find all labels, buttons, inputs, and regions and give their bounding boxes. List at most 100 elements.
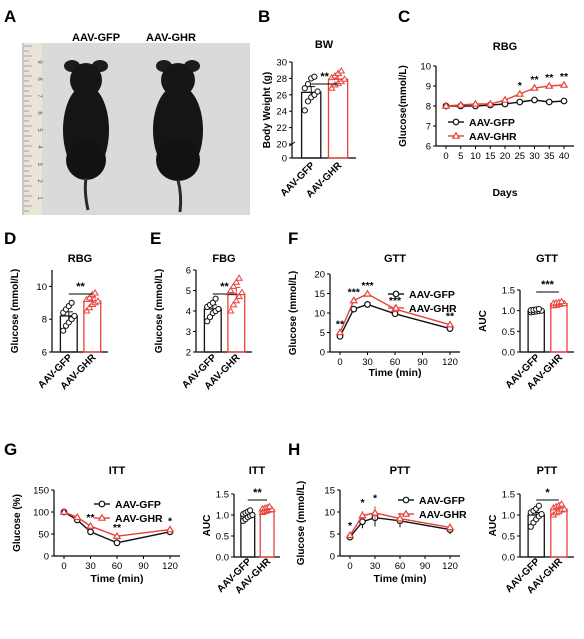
y-tick-label: 3 xyxy=(186,327,191,338)
x-tick-label: 30 xyxy=(370,561,381,572)
mouse-ghr-hip xyxy=(156,139,200,181)
series-point xyxy=(72,512,82,521)
series-point xyxy=(560,97,568,105)
y-axis-label: Glucose(mmol/L) xyxy=(398,65,409,147)
series-point xyxy=(471,99,480,107)
y-tick-label: 8 xyxy=(42,315,47,326)
data-point xyxy=(327,84,336,91)
y-tick-label: 6 xyxy=(42,348,47,359)
x-tick-label: 120 xyxy=(162,561,178,572)
x-tick-label: 5 xyxy=(458,151,463,162)
series-point xyxy=(441,101,451,109)
y-axis-label: Glucose (mmol/L) xyxy=(296,481,307,565)
data-point xyxy=(557,500,566,507)
panel-letter-e: E xyxy=(150,229,161,248)
x-tick-label: 60 xyxy=(395,561,406,572)
y-tick-label: 15 xyxy=(314,289,325,300)
ruler-number: 8 xyxy=(36,77,42,81)
chart-title: RBG xyxy=(493,41,517,53)
legend-marker xyxy=(402,496,410,504)
chart-title: PTT xyxy=(390,465,411,477)
significance-label: * xyxy=(518,80,523,92)
y-tick-label: 10 xyxy=(324,508,335,519)
legend-label: AAV-GFP xyxy=(419,495,465,507)
data-point xyxy=(226,307,235,314)
y-tick-label: 4 xyxy=(186,307,191,318)
series-point xyxy=(445,523,455,531)
x-tick-label: 30 xyxy=(362,357,373,368)
data-point xyxy=(229,282,238,289)
series-point xyxy=(545,98,553,106)
x-tick-label: 20 xyxy=(500,151,511,162)
x-tick-label: 30 xyxy=(85,561,96,572)
x-tick-label: 0 xyxy=(337,357,342,368)
y-tick-label: 15 xyxy=(324,486,335,497)
x-axis-label: Time (min) xyxy=(374,573,427,585)
x-tick-label: 90 xyxy=(417,357,428,368)
legend-label: AAV-GFP xyxy=(469,117,515,129)
significance-label: ** xyxy=(545,72,554,84)
data-point xyxy=(340,75,349,82)
data-point xyxy=(215,305,222,313)
y-tick-label: 5 xyxy=(186,286,191,297)
x-axis-label: Days xyxy=(492,187,517,199)
x-tick-label: 0 xyxy=(443,151,448,162)
y-axis-label: Glucose (mmol/L) xyxy=(10,269,21,353)
x-tick-label: 30 xyxy=(529,151,540,162)
y-tick-label: 5 xyxy=(320,328,325,339)
legend-marker xyxy=(392,290,400,298)
y-axis-label: Glucose (mmol/L) xyxy=(288,271,299,355)
significance-label: * xyxy=(373,492,378,504)
ruler-number: 1 xyxy=(36,196,42,200)
chart-title: RBG xyxy=(68,253,92,265)
x-tick-label: 25 xyxy=(514,151,525,162)
data-point xyxy=(232,296,241,304)
legend-marker xyxy=(452,118,460,126)
data-point xyxy=(304,81,312,88)
legend-label: AAV-GHR xyxy=(469,131,517,143)
legend-label: AAV-GFP xyxy=(115,499,161,511)
significance-label: ** xyxy=(560,71,569,83)
panel-letter-h: H xyxy=(288,440,300,459)
series-point xyxy=(364,301,371,308)
y-tick-label: 28 xyxy=(276,74,287,85)
photo-label-gfp: AAV-GFP xyxy=(72,32,120,44)
data-point xyxy=(314,88,321,95)
y-axis-label: AUC xyxy=(488,515,499,537)
data-point xyxy=(301,85,308,92)
ruler-number: 7 xyxy=(36,94,42,98)
data-point xyxy=(91,288,100,296)
panel-letter-d: D xyxy=(4,229,16,248)
y-tick-label: 6 xyxy=(426,142,431,153)
x-tick-label: 60 xyxy=(390,357,401,368)
x-tick-label: 90 xyxy=(138,561,149,572)
x-tick-label: 0 xyxy=(61,561,66,572)
significance-label: * xyxy=(360,497,365,509)
chart-title: GTT xyxy=(536,253,558,265)
x-axis-label: Time (min) xyxy=(369,367,422,379)
significance-label: ** xyxy=(253,487,262,499)
series-point xyxy=(335,328,345,336)
x-tick-label: 90 xyxy=(420,561,431,572)
data-point xyxy=(226,286,235,293)
panel-letter-c: C xyxy=(398,7,410,26)
x-tick-label: 120 xyxy=(442,561,458,572)
y-tick-label: 100 xyxy=(33,508,49,519)
data-point xyxy=(238,288,246,296)
series-point xyxy=(363,289,372,297)
data-point xyxy=(209,299,216,306)
series-point xyxy=(516,98,524,106)
data-point xyxy=(85,293,94,301)
y-tick-label: 1.0 xyxy=(502,306,515,317)
series-point xyxy=(456,100,466,108)
x-tick-label: 15 xyxy=(485,151,496,162)
line-chart-f: GTT Glucose (mmol/L) 0 5 10 15 20 0 30 60 90 120 Tim… xyxy=(288,253,460,379)
significance-label: ** xyxy=(113,522,122,534)
y-tick-label: 6 xyxy=(186,266,191,277)
panel-letter-a: A xyxy=(4,7,16,26)
x-tick-label: 10 xyxy=(470,151,481,162)
